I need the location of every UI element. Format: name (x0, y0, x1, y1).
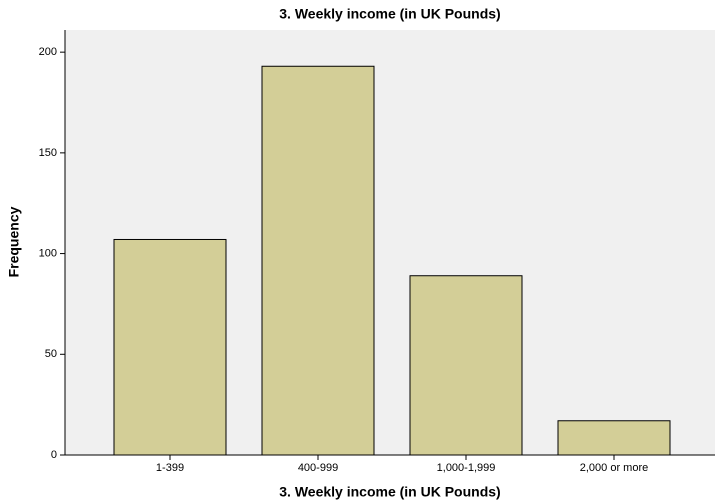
x-tick-label: 2,000 or more (580, 462, 648, 474)
y-tick-label: 50 (45, 348, 57, 360)
y-tick-label: 100 (39, 247, 57, 259)
y-tick-label: 150 (39, 147, 57, 159)
x-tick-label: 1-399 (156, 462, 184, 474)
x-axis-label: 3. Weekly income (in UK Pounds) (279, 484, 500, 500)
y-axis-label: Frequency (6, 206, 22, 277)
bar (409, 275, 523, 456)
bar (261, 65, 375, 456)
bar (557, 420, 671, 456)
x-tick-label: 1,000-1,999 (437, 462, 496, 474)
y-tick-label: 200 (39, 46, 57, 58)
bar (113, 238, 227, 456)
chart-title: 3. Weekly income (in UK Pounds) (279, 6, 500, 22)
y-tick-label: 0 (51, 449, 57, 461)
x-tick-label: 400-999 (298, 462, 338, 474)
